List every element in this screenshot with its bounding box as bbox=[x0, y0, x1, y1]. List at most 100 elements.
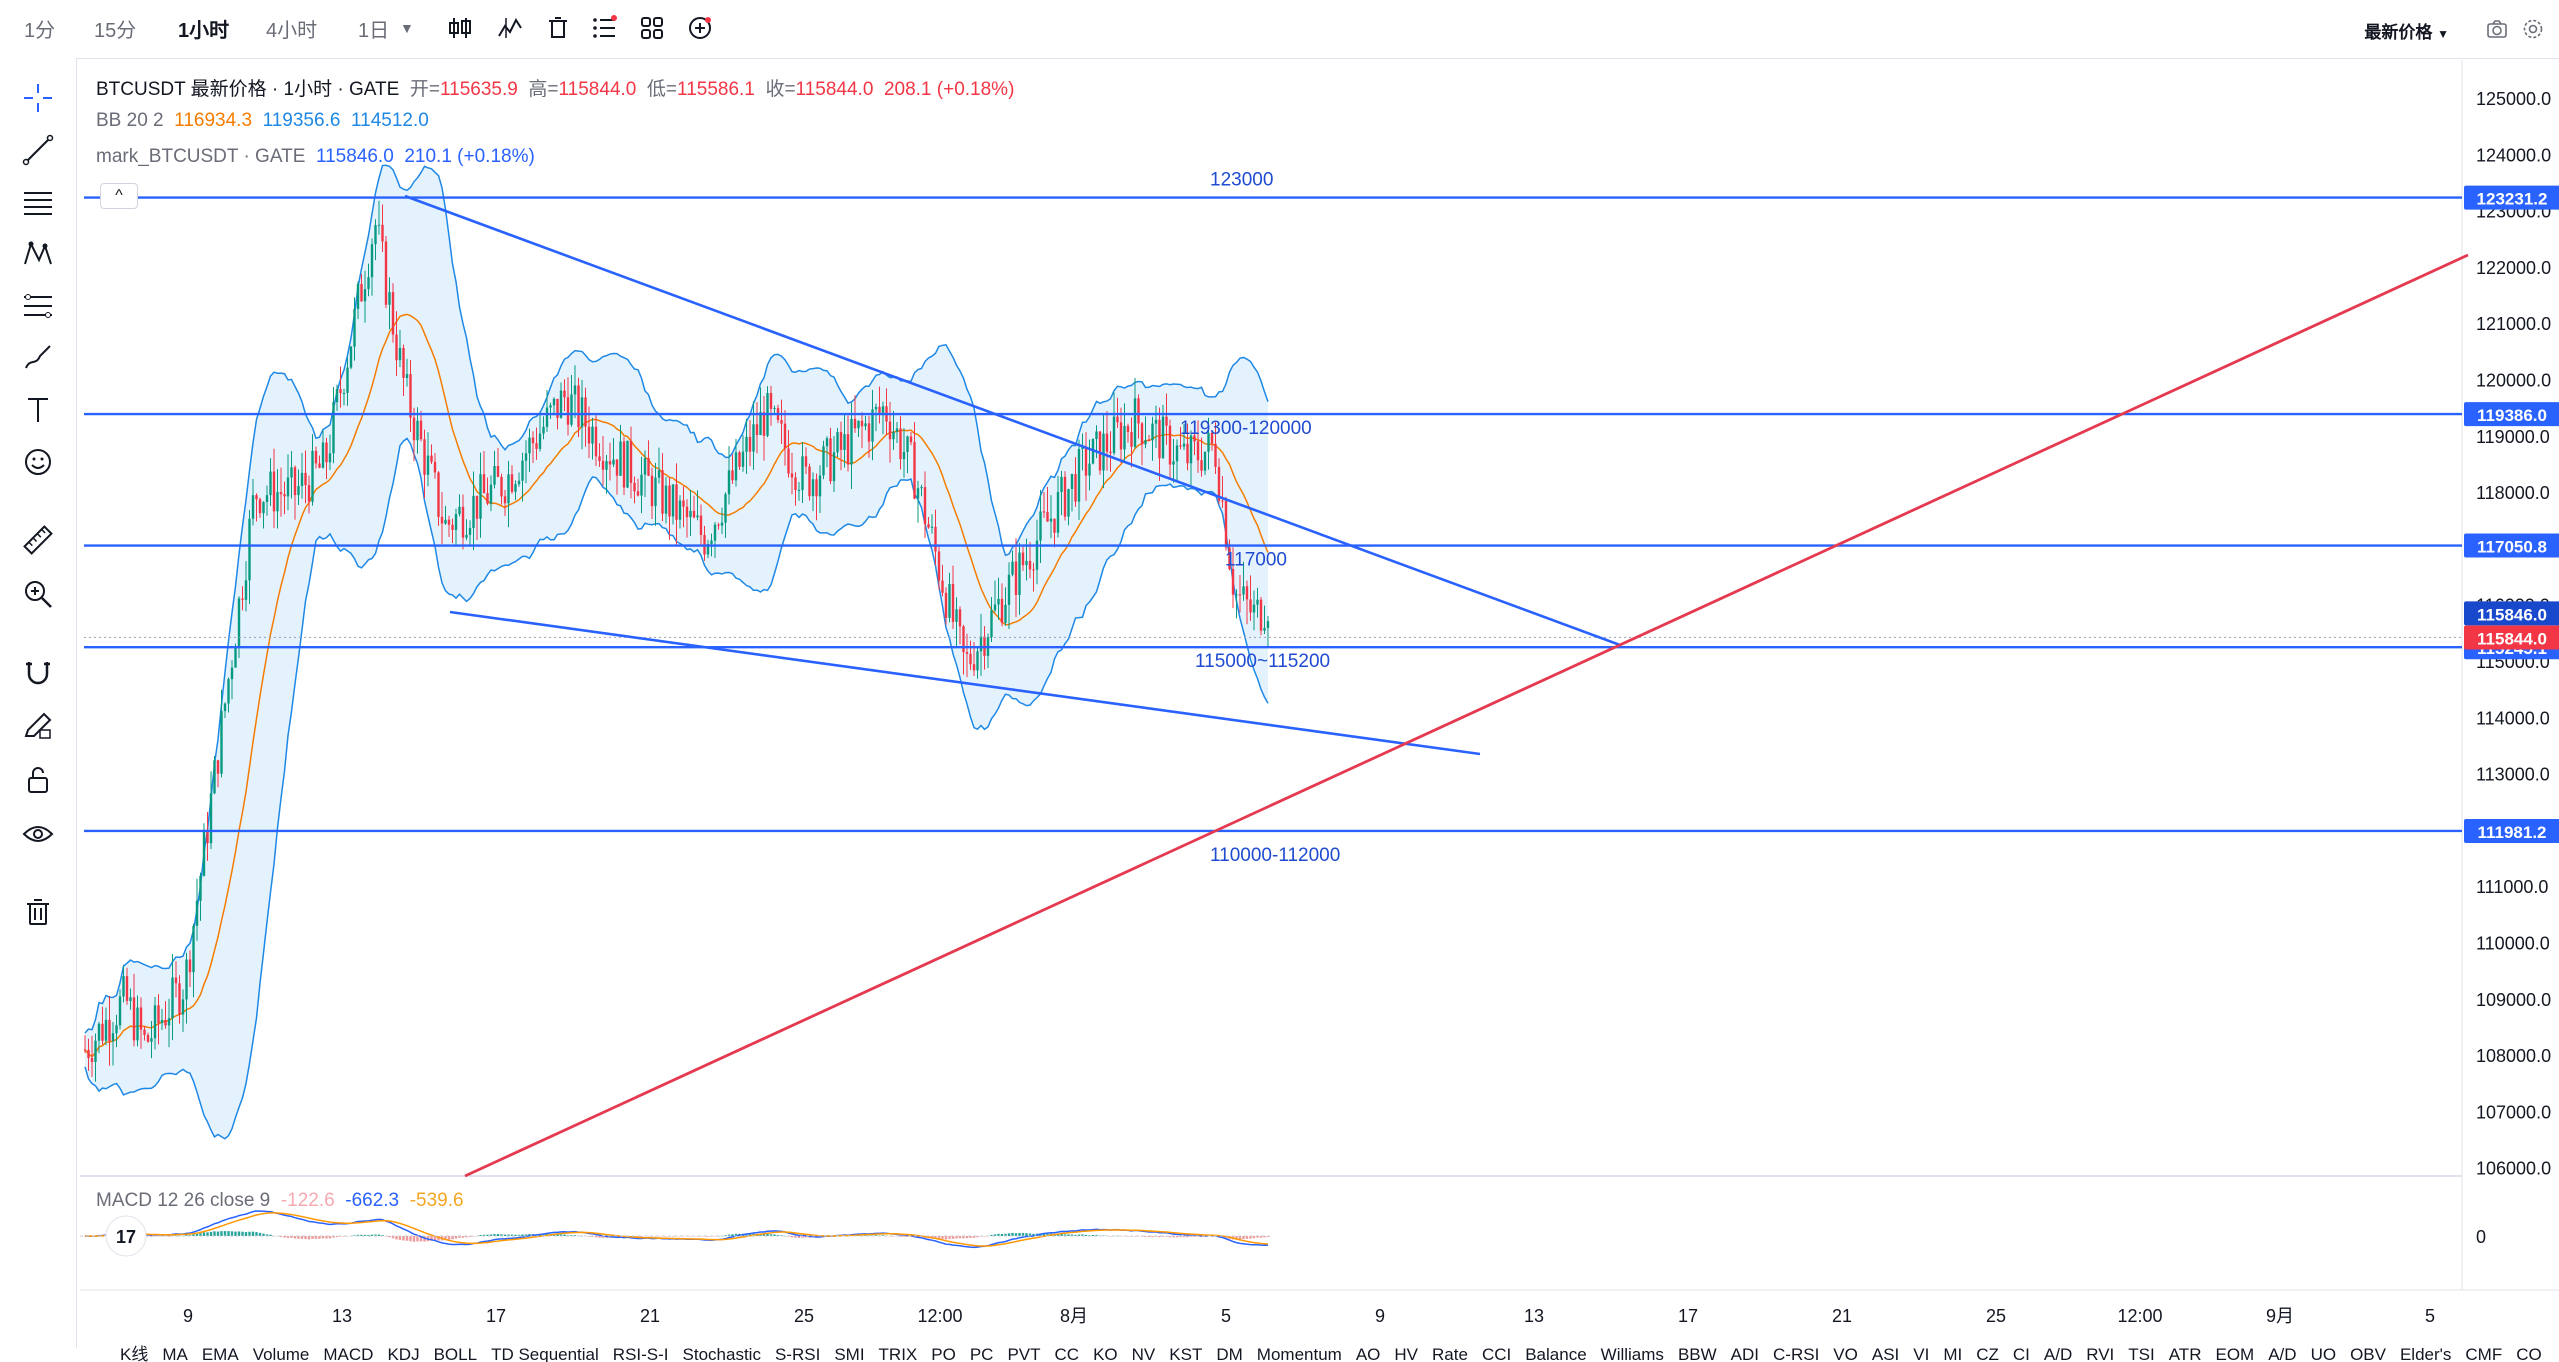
indicator-tab[interactable]: CZ bbox=[1976, 1345, 1999, 1362]
indicator-tab[interactable]: CO bbox=[2516, 1345, 2542, 1362]
brush-icon[interactable] bbox=[18, 338, 58, 378]
legend-collapse-button[interactable]: ^ bbox=[100, 183, 138, 209]
legend-bb[interactable]: BB 20 2 116934.3 119356.6 114512.0 bbox=[96, 110, 429, 132]
indicator-tab[interactable]: UO bbox=[2310, 1345, 2337, 1362]
price-type-select[interactable]: 最新价格 ▼ bbox=[2364, 18, 2449, 43]
indicator-tab[interactable]: CC bbox=[1054, 1345, 1080, 1362]
trash-icon[interactable] bbox=[18, 892, 58, 932]
add-alert-icon[interactable] bbox=[686, 14, 714, 42]
legend-macd[interactable]: MACD 12 26 close 9 -122.6 -662.3 -539.6 bbox=[96, 1190, 464, 1212]
pattern-icon[interactable] bbox=[18, 234, 58, 274]
candle-body bbox=[146, 1034, 150, 1042]
delete-icon[interactable] bbox=[544, 14, 572, 42]
candle-body bbox=[920, 487, 923, 489]
indicator-icon[interactable] bbox=[496, 14, 524, 42]
eye-icon[interactable] bbox=[18, 814, 58, 854]
indicator-tab[interactable]: PC bbox=[969, 1345, 994, 1362]
ascending-trendline-red[interactable] bbox=[464, 253, 2469, 1178]
indicator-tab[interactable]: ATR bbox=[2168, 1345, 2202, 1362]
indicator-tab[interactable]: ASI bbox=[1871, 1345, 1900, 1362]
indicator-tab[interactable]: AO bbox=[1355, 1345, 1381, 1362]
layout-grid-icon[interactable] bbox=[638, 14, 666, 42]
timeframe-4h[interactable]: 4小时 bbox=[266, 20, 318, 42]
timeframe-1m[interactable]: 1分 bbox=[24, 20, 56, 42]
indicator-tab[interactable]: Rate bbox=[1432, 1345, 1468, 1362]
lock-icon[interactable] bbox=[18, 760, 58, 800]
candle-body bbox=[202, 829, 206, 876]
indicator-tab[interactable]: TD Sequential bbox=[491, 1345, 599, 1362]
indicator-tab[interactable]: BOLL bbox=[433, 1345, 478, 1362]
object-tree-icon[interactable] bbox=[590, 14, 618, 42]
level-annotation-text: 115000~115200 bbox=[1195, 651, 1330, 672]
timeframe-dropdown-icon[interactable]: ▼ bbox=[400, 20, 414, 36]
fib-retracement-icon[interactable] bbox=[18, 286, 58, 326]
indicator-tab[interactable]: DM bbox=[1216, 1345, 1243, 1362]
indicator-tab[interactable]: MACD bbox=[323, 1345, 374, 1362]
indicator-tab[interactable]: EOM bbox=[2215, 1345, 2255, 1362]
indicator-tab[interactable]: Stochastic bbox=[682, 1345, 761, 1362]
indicator-tab[interactable]: TSI bbox=[2128, 1345, 2155, 1362]
text-tool-icon[interactable] bbox=[18, 390, 58, 430]
indicator-tab[interactable]: MI bbox=[1943, 1345, 1963, 1362]
emoji-icon[interactable] bbox=[18, 442, 58, 482]
price-chart[interactable]: 123000 119300-120000 117000 115000~115200 11… bbox=[80, 60, 2559, 1340]
indicator-tab[interactable]: OBV bbox=[2350, 1345, 2386, 1362]
indicator-tab[interactable]: CCI bbox=[1481, 1345, 1512, 1362]
timeframe-1d[interactable]: 1日 bbox=[358, 20, 390, 42]
trend-line-icon[interactable] bbox=[18, 130, 58, 170]
indicator-tab[interactable]: MA bbox=[162, 1345, 188, 1362]
candle-body bbox=[818, 475, 822, 497]
indicator-tab[interactable]: ADI bbox=[1730, 1345, 1760, 1362]
zoom-in-icon[interactable] bbox=[18, 574, 58, 614]
indicator-tab[interactable]: Elder's bbox=[2399, 1345, 2452, 1362]
macd-histogram-bar bbox=[521, 1234, 524, 1236]
indicator-tab[interactable]: RSI-S-I bbox=[612, 1345, 669, 1362]
indicator-tab[interactable]: TRIX bbox=[878, 1345, 918, 1362]
indicator-tab[interactable]: CI bbox=[2012, 1345, 2030, 1362]
macd-histogram-bar bbox=[209, 1231, 213, 1236]
indicator-tab[interactable]: CMF bbox=[2465, 1345, 2503, 1362]
descending-trendline-upper[interactable] bbox=[404, 194, 1621, 647]
camera-icon[interactable] bbox=[2485, 17, 2509, 41]
indicator-tab[interactable]: Balance bbox=[1525, 1345, 1587, 1362]
indicator-tab[interactable]: NV bbox=[1131, 1345, 1156, 1362]
indicator-tab[interactable]: A/D bbox=[2268, 1345, 2297, 1362]
indicator-tab[interactable]: VI bbox=[1913, 1345, 1930, 1362]
indicator-tab[interactable]: EMA bbox=[201, 1345, 239, 1362]
magnet-icon[interactable] bbox=[18, 652, 58, 692]
candle-body bbox=[1158, 419, 1161, 459]
indicator-tab[interactable]: BBW bbox=[1677, 1345, 1717, 1362]
descending-trendline-lower[interactable] bbox=[449, 610, 1481, 756]
candle-type-icon[interactable] bbox=[446, 14, 474, 42]
candle-body bbox=[1063, 476, 1067, 517]
indicator-tab[interactable]: Volume bbox=[252, 1345, 310, 1362]
indicator-tab[interactable]: K线 bbox=[120, 1345, 149, 1362]
macd-histogram-bar bbox=[958, 1236, 962, 1239]
crosshair-icon[interactable] bbox=[18, 78, 58, 118]
candle-body bbox=[871, 409, 874, 442]
indicator-tab[interactable]: PVT bbox=[1007, 1345, 1041, 1362]
indicator-tab[interactable]: SMI bbox=[834, 1345, 865, 1362]
indicator-tab[interactable]: VO bbox=[1833, 1345, 1858, 1362]
indicator-tab[interactable]: A/D bbox=[2043, 1345, 2073, 1362]
indicator-tab[interactable]: Momentum bbox=[1256, 1345, 1342, 1362]
indicator-tab[interactable]: C-RSI bbox=[1773, 1345, 1820, 1362]
timeframe-15m[interactable]: 15分 bbox=[94, 20, 137, 42]
settings-gear-icon[interactable] bbox=[2521, 17, 2545, 41]
lock-pencil-icon[interactable] bbox=[18, 706, 58, 746]
horizontal-lines-icon[interactable] bbox=[18, 182, 58, 222]
indicator-tab[interactable]: S-RSI bbox=[774, 1345, 821, 1362]
timeframe-1h[interactable]: 1小时 bbox=[178, 20, 230, 42]
indicator-tab[interactable]: PO bbox=[931, 1345, 956, 1362]
ruler-icon[interactable] bbox=[18, 520, 58, 560]
legend-mark[interactable]: mark_BTCUSDT · GATE 115846.0 210.1 (+0.1… bbox=[96, 146, 535, 168]
indicator-tab[interactable]: RVI bbox=[2086, 1345, 2115, 1362]
candle-body bbox=[542, 426, 545, 434]
indicator-tab[interactable]: Williams bbox=[1600, 1345, 1664, 1362]
indicator-tab[interactable]: KDJ bbox=[387, 1345, 420, 1362]
indicator-tab[interactable]: KO bbox=[1093, 1345, 1118, 1362]
indicator-tab[interactable]: KST bbox=[1169, 1345, 1203, 1362]
indicator-tab[interactable]: HV bbox=[1394, 1345, 1419, 1362]
legend-symbol: BTCUSDT 最新价格 · 1小时 · GATE bbox=[96, 79, 400, 100]
candle-body bbox=[531, 437, 535, 444]
